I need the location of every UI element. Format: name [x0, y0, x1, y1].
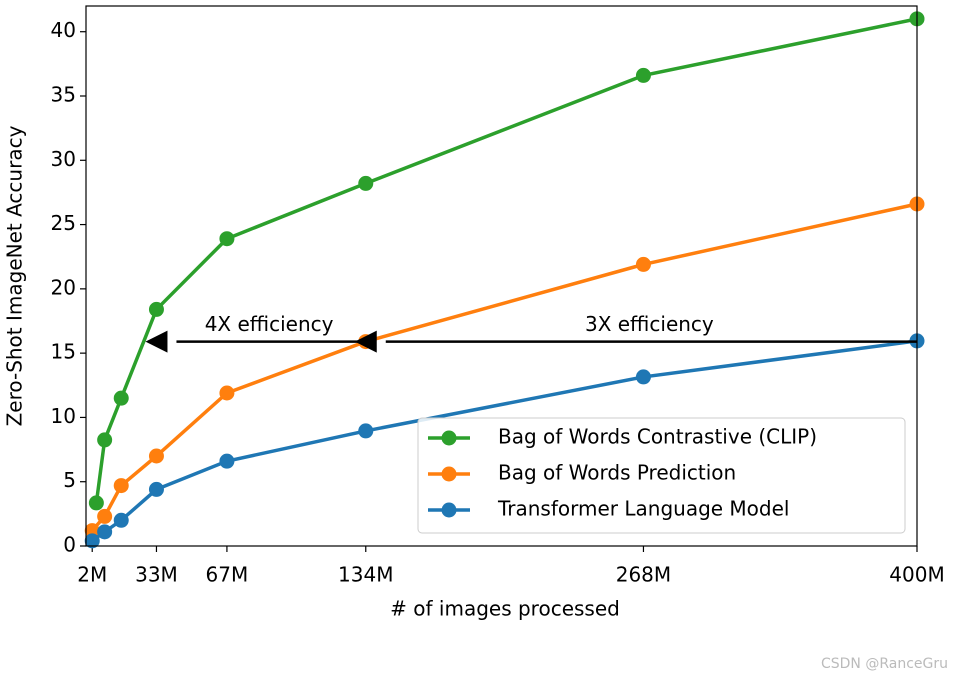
data-point [88, 495, 104, 511]
annotation-text: 4X efficiency [205, 312, 334, 336]
data-point [84, 533, 100, 549]
y-tick-label: 0 [63, 533, 76, 557]
data-point [219, 231, 235, 247]
x-tick-label: 268M [616, 563, 671, 587]
x-tick-label: 67M [206, 563, 249, 587]
y-tick-label: 5 [63, 468, 76, 492]
y-tick-label: 15 [51, 340, 76, 364]
data-point [635, 256, 651, 272]
y-tick-label: 20 [51, 275, 76, 299]
legend-label: Bag of Words Prediction [498, 461, 736, 485]
legend-marker [441, 466, 457, 482]
data-point [148, 481, 164, 497]
x-tick-label: 2M [77, 563, 107, 587]
arrow-head [145, 330, 168, 353]
y-tick-label: 30 [51, 147, 76, 171]
plot-frame [85, 5, 918, 547]
data-point [84, 523, 100, 539]
data-point [219, 453, 235, 469]
data-point [635, 369, 651, 385]
legend-box [417, 417, 906, 534]
legend-marker [441, 502, 457, 518]
legend-marker [441, 430, 457, 446]
annotation-text: 3X efficiency [585, 312, 714, 336]
y-axis-label: Zero-Shot ImageNet Accuracy [3, 125, 27, 426]
data-point [97, 508, 113, 524]
legend-label: Bag of Words Contrastive (CLIP) [498, 425, 817, 449]
x-tick-label: 134M [338, 563, 393, 587]
y-tick-label: 25 [51, 211, 76, 235]
legend-label: Transformer Language Model [497, 497, 789, 521]
data-point [148, 301, 164, 317]
data-point [219, 385, 235, 401]
x-tick-label: 33M [135, 563, 178, 587]
x-axis-label: # of images processed [390, 597, 620, 621]
data-point [635, 67, 651, 83]
y-tick-label: 35 [51, 83, 76, 107]
x-tick-label: 400M [889, 563, 944, 587]
y-tick-label: 40 [51, 18, 76, 42]
data-point [358, 423, 374, 439]
arrow-head [354, 330, 377, 353]
data-point [97, 524, 113, 540]
data-point [113, 478, 129, 494]
data-point [97, 432, 113, 448]
y-tick-label: 10 [51, 404, 76, 428]
watermark: CSDN @RanceGru [821, 656, 948, 672]
data-point [113, 390, 129, 406]
data-point [113, 512, 129, 528]
data-point [358, 175, 374, 191]
data-point [148, 448, 164, 464]
